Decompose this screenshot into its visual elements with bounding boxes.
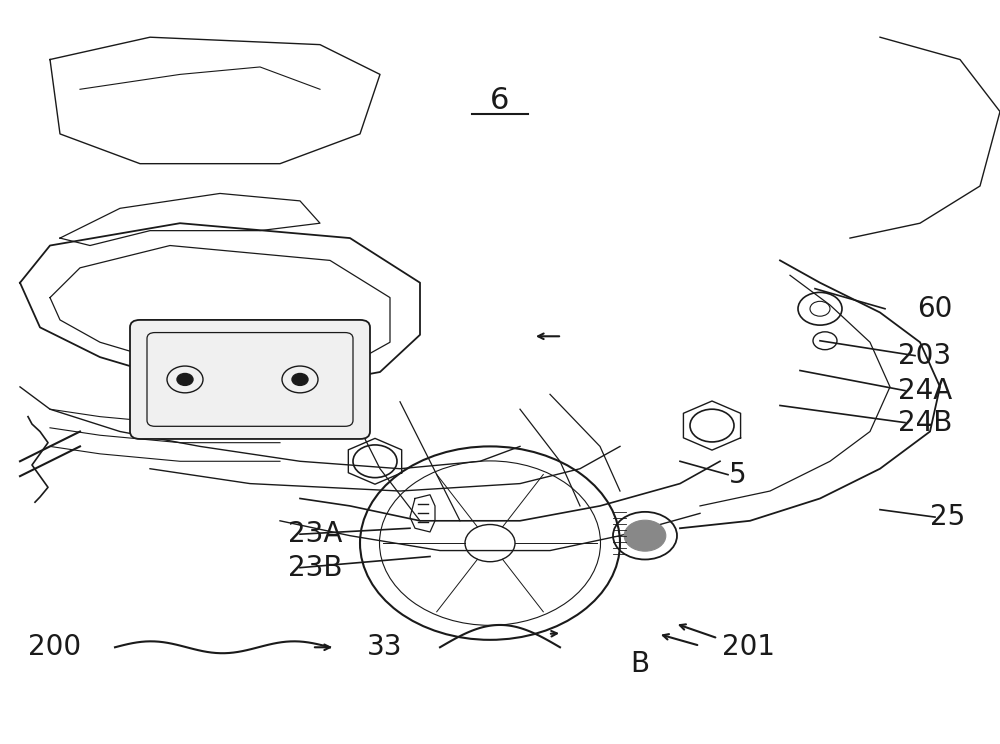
Text: 23B: 23B	[288, 554, 342, 582]
Text: 33: 33	[367, 633, 403, 661]
Text: 23A: 23A	[288, 520, 342, 548]
Text: 200: 200	[28, 633, 82, 661]
Circle shape	[177, 373, 193, 385]
Text: 5: 5	[729, 461, 747, 489]
Text: 24A: 24A	[898, 376, 952, 405]
FancyBboxPatch shape	[130, 320, 370, 439]
Text: 25: 25	[930, 503, 966, 531]
Text: 24B: 24B	[898, 408, 952, 437]
Text: 60: 60	[917, 295, 953, 323]
Text: 6: 6	[490, 86, 510, 115]
Circle shape	[292, 373, 308, 385]
Text: B: B	[630, 650, 650, 679]
Text: 201: 201	[722, 633, 774, 661]
Text: 203: 203	[898, 341, 952, 370]
Circle shape	[624, 520, 666, 551]
